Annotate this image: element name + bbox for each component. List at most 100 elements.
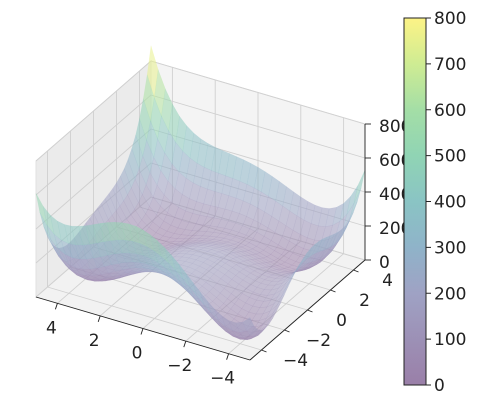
colorbar-tick-label: 0 xyxy=(434,376,445,396)
y-tick-mark xyxy=(353,269,359,273)
surface-cell xyxy=(191,223,204,232)
surface-cell xyxy=(165,243,177,247)
colorbar-tick-label: 300 xyxy=(434,238,466,258)
surface-cell xyxy=(187,238,199,242)
surface-cell xyxy=(237,308,250,319)
colorbar-tick-label: 200 xyxy=(434,284,466,304)
surface-cell xyxy=(90,279,102,282)
surface-cell xyxy=(116,175,128,202)
colorbar-body xyxy=(403,17,427,386)
surface-cell xyxy=(104,264,116,274)
surface-cell xyxy=(265,266,278,271)
y-tick-mark xyxy=(284,329,290,333)
surface-cell xyxy=(189,182,201,202)
surface-cell xyxy=(42,206,55,235)
surface-cell xyxy=(227,279,240,290)
surface-cell xyxy=(155,227,168,237)
y-tick-label: 2 xyxy=(359,291,370,311)
z-tick-label: 400 xyxy=(379,185,411,205)
surface-cell xyxy=(97,266,109,275)
surface-cell xyxy=(276,269,288,272)
surface-cell xyxy=(265,310,277,327)
surface-cell xyxy=(170,217,183,229)
surface-cell xyxy=(157,115,169,154)
surface-cell xyxy=(231,222,243,233)
z-tick-label: 600 xyxy=(379,151,411,171)
surface-cell xyxy=(326,231,339,250)
surface-cell xyxy=(184,257,197,264)
surface-cell xyxy=(57,220,69,244)
z-tick-label: 0 xyxy=(379,253,390,273)
x-tick-label: −4 xyxy=(210,369,235,389)
grid-line-z-back xyxy=(150,60,366,125)
surface-cell xyxy=(108,277,120,281)
y-tick-label: 0 xyxy=(336,311,347,331)
surface-cell xyxy=(75,244,87,260)
surface-cell xyxy=(262,256,275,263)
surface-cell xyxy=(79,274,92,280)
colorbar-tick-label: 500 xyxy=(434,147,466,167)
y-tick-label: −4 xyxy=(283,351,308,371)
x-tick-mark xyxy=(183,340,187,348)
surface-cell xyxy=(215,240,228,244)
x-tick-mark xyxy=(140,328,144,335)
surface-cell xyxy=(241,302,253,313)
axis-lines xyxy=(35,123,371,361)
surface-cell xyxy=(139,98,151,141)
surface-cell xyxy=(207,300,219,321)
surface-cell xyxy=(57,247,70,265)
surface-cell xyxy=(298,266,310,272)
surface-cell xyxy=(164,247,176,271)
y-tick-mark xyxy=(330,289,336,293)
surface-cell xyxy=(242,276,254,285)
surface-cell xyxy=(86,257,98,270)
surface-cell xyxy=(169,241,181,245)
surface-cell xyxy=(242,317,254,332)
surface-cell xyxy=(92,223,105,244)
surface-cell xyxy=(273,294,285,313)
surface-cell xyxy=(145,172,158,198)
surface-cell xyxy=(219,303,231,314)
surface-cell xyxy=(114,222,126,241)
surface-cell xyxy=(137,219,150,233)
colorbar-tick-label: 800 xyxy=(434,9,466,29)
surface-cell xyxy=(338,219,350,241)
x-tick-label: −2 xyxy=(167,356,192,376)
colorbar-tick-label: 700 xyxy=(434,55,466,75)
surface-cell xyxy=(222,241,236,246)
grid-line-z-back xyxy=(150,94,366,159)
surface-cell xyxy=(103,240,116,256)
surface-mesh xyxy=(35,45,366,340)
surface-cell xyxy=(65,265,77,276)
colorbar-tick-label: 600 xyxy=(434,101,466,121)
surface-cell xyxy=(78,225,90,246)
surface-cell xyxy=(86,275,99,280)
surface-cell xyxy=(164,180,176,203)
surface-cell xyxy=(271,232,283,246)
surface-cell xyxy=(223,283,236,294)
surface-cell xyxy=(230,244,243,249)
colorbar-tick-label: 100 xyxy=(434,330,466,350)
surface-cell xyxy=(165,245,177,250)
surface-cell xyxy=(175,115,187,152)
surface-cell xyxy=(238,239,250,246)
z-tick-label: 200 xyxy=(379,219,411,239)
grid-line-y xyxy=(47,286,262,351)
surface-cell xyxy=(228,178,241,199)
surface-cell xyxy=(250,329,262,338)
z-tick-label: 800 xyxy=(379,117,411,137)
surface-cell xyxy=(205,291,217,302)
surface-cell xyxy=(185,273,197,296)
surface-cell xyxy=(172,244,184,248)
surface-cell xyxy=(194,277,207,287)
surface-cell xyxy=(50,214,62,241)
surface-cell xyxy=(300,247,312,266)
surface-cell xyxy=(258,323,270,336)
surface-cell xyxy=(284,270,297,290)
surface-cell xyxy=(196,138,209,168)
colorbar: 0 100 200 300 400 500 600 700 800 xyxy=(403,9,466,396)
y-tick-mark xyxy=(261,349,267,353)
surface-cell xyxy=(243,266,255,274)
surface-cell xyxy=(297,262,309,271)
